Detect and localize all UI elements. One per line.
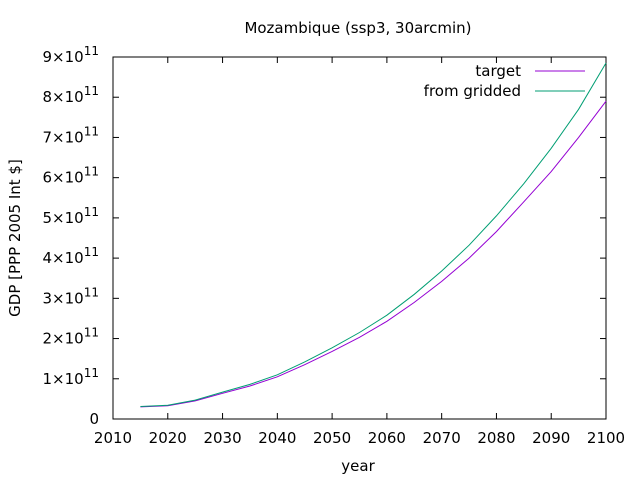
y-tick-mantissa: 5×10 [43,209,84,227]
y-tick-mantissa: 4×10 [43,249,84,267]
y-tick-mantissa: 0 [89,410,99,428]
y-tick-exponent: 11 [84,44,99,58]
legend-label: from gridded [424,82,521,100]
y-tick-label: 4×1011 [43,245,99,267]
x-tick-label: 2090 [532,429,570,447]
x-tick-label: 2080 [477,429,515,447]
x-tick-label: 2030 [203,429,241,447]
y-tick-mantissa: 7×10 [43,128,84,146]
y-tick-exponent: 11 [84,124,99,138]
x-tick-label: 2020 [149,429,187,447]
y-tick-exponent: 11 [84,205,99,219]
y-tick-label: 5×1011 [43,205,99,227]
y-tick-label: 8×1011 [43,84,99,106]
y-tick-label: 7×1011 [43,124,99,146]
y-tick-label: 0 [89,410,99,428]
y-tick-label: 2×1011 [43,326,99,348]
y-axis: 01×10112×10113×10114×10115×10116×10117×1… [43,44,606,428]
plot-frame [112,56,607,420]
x-tick-label: 2070 [423,429,461,447]
legend: target from gridded [424,62,585,100]
y-tick-exponent: 11 [84,84,99,98]
y-tick-exponent: 11 [84,245,99,259]
y-tick-mantissa: 3×10 [43,289,84,307]
x-axis-label: year [341,457,375,475]
y-tick-label: 3×1011 [43,285,99,307]
y-tick-exponent: 11 [84,326,99,340]
legend-label: target [475,62,521,80]
x-tick-label: 2040 [258,429,296,447]
series-line-from-gridded [140,62,607,407]
x-tick-label: 2060 [368,429,406,447]
y-tick-exponent: 11 [84,165,99,179]
x-axis: 2010 2020 2030 2040 2050 2060 2070 2080 2090 2100 [94,57,625,447]
y-tick-exponent: 11 [84,366,99,380]
y-tick-label: 6×1011 [43,165,99,187]
series-lines [140,62,607,408]
x-tick-label: 2050 [313,429,351,447]
chart-title: Mozambique (ssp3, 30arcmin) [244,19,471,37]
y-tick-label: 1×1011 [43,366,99,388]
y-tick-mantissa: 2×10 [43,330,84,348]
y-tick-mantissa: 8×10 [43,88,84,106]
y-tick-mantissa: 9×10 [43,48,84,66]
y-tick-label: 9×1011 [43,44,99,66]
y-tick-exponent: 11 [84,285,99,299]
x-tick-label: 2100 [587,429,625,447]
y-axis-label: GDP [PPP 2005 Int $] [6,159,24,317]
series-line-target [140,100,607,408]
y-tick-mantissa: 1×10 [43,370,84,388]
x-tick-label: 2010 [94,429,132,447]
y-tick-mantissa: 6×10 [43,169,84,187]
